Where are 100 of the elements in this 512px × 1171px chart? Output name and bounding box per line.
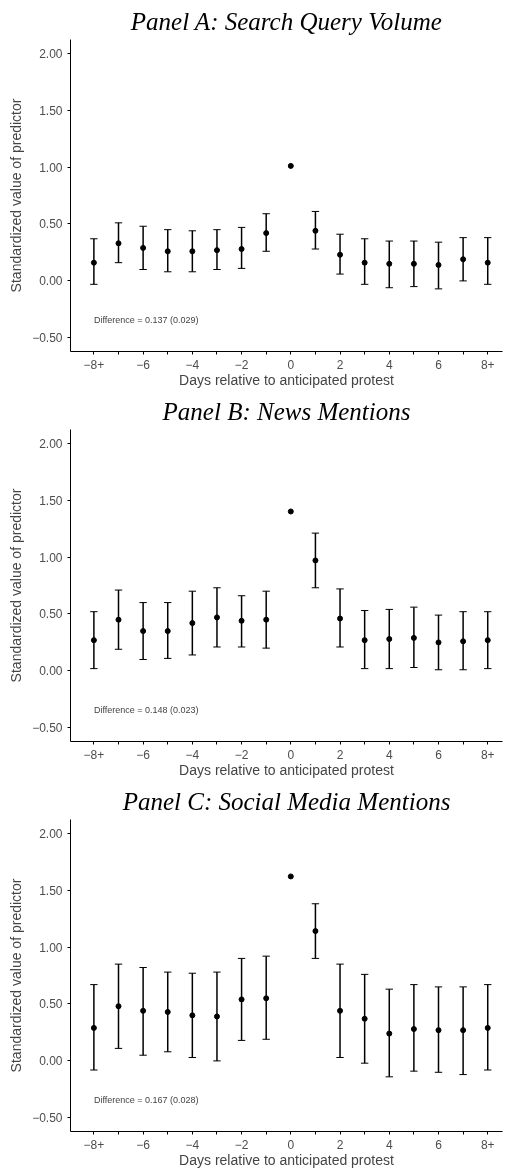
point [386, 260, 393, 267]
point [435, 639, 442, 646]
chart-title: Panel A: Search Query Volume [129, 7, 442, 35]
annotation: Difference = 0.167 (0.028) [93, 1095, 199, 1106]
y-tick-label: 1.00 [39, 550, 63, 565]
point [238, 617, 245, 624]
point [460, 638, 467, 645]
y-tick-label: −0.50 [32, 721, 63, 736]
x-tick-label: 8+ [480, 357, 495, 372]
y-tick-label: 0.50 [39, 997, 63, 1012]
x-tick-label: 8+ [480, 1137, 495, 1152]
x-axis-title: Days relative to anticipated protest [179, 1151, 394, 1168]
point [386, 636, 393, 643]
annotation: Difference = 0.137 (0.029) [93, 315, 199, 326]
point [361, 637, 368, 644]
x-tick-label: −4 [185, 1137, 200, 1152]
point [213, 1013, 220, 1020]
point [460, 256, 467, 263]
point [189, 620, 196, 627]
point [484, 259, 491, 266]
point [263, 995, 270, 1002]
x-tick-label: −6 [136, 357, 151, 372]
point [90, 1024, 97, 1031]
x-tick-label: 0 [287, 747, 295, 762]
y-tick-label: 1.00 [39, 160, 63, 175]
annotation: Difference = 0.148 (0.023) [93, 705, 199, 716]
x-tick-label: −8+ [83, 747, 105, 762]
point [238, 996, 245, 1003]
x-tick-label: 0 [287, 357, 295, 372]
y-tick-label: 0.00 [39, 274, 63, 289]
point [361, 259, 368, 266]
y-axis-title: Standardized value of predictor [8, 878, 25, 1073]
point [238, 246, 245, 253]
chart-title: Panel C: Social Media Mentions [121, 787, 451, 815]
point [189, 248, 196, 255]
x-tick-label: 8+ [480, 747, 495, 762]
point [263, 616, 270, 623]
x-tick-label: −6 [136, 1137, 151, 1152]
point [287, 162, 294, 169]
y-tick-label: 1.50 [39, 883, 63, 898]
point [361, 1015, 368, 1022]
x-tick-label: −8+ [83, 1137, 105, 1152]
x-tick-label: 4 [385, 1137, 393, 1152]
point [337, 1007, 344, 1014]
y-tick-label: 0.50 [39, 217, 63, 232]
x-tick-label: 2 [336, 747, 344, 762]
x-tick-label: 2 [336, 357, 344, 372]
y-tick-label: 2.00 [39, 826, 63, 841]
point [164, 1008, 171, 1015]
y-tick-label: 2.00 [39, 436, 63, 451]
x-tick-label: 6 [435, 747, 443, 762]
point [164, 248, 171, 255]
point [140, 244, 147, 251]
point [90, 259, 97, 266]
x-tick-label: −2 [234, 1137, 249, 1152]
y-axis-title: Standardized value of predictor [8, 488, 25, 683]
point [90, 637, 97, 644]
point [312, 928, 319, 935]
x-tick-label: 0 [287, 1137, 295, 1152]
point [435, 261, 442, 268]
y-tick-label: 1.50 [39, 103, 63, 118]
point [115, 616, 122, 623]
point [312, 557, 319, 564]
x-axis-title: Days relative to anticipated protest [179, 371, 394, 388]
point [213, 247, 220, 254]
point [287, 873, 294, 880]
x-tick-label: 6 [435, 1137, 443, 1152]
x-tick-label: 4 [385, 357, 393, 372]
point [164, 628, 171, 635]
point [213, 614, 220, 621]
chart-title: Panel B: News Mentions [161, 397, 411, 425]
y-tick-label: 2.00 [39, 46, 63, 61]
point [460, 1027, 467, 1034]
x-tick-label: −2 [234, 357, 249, 372]
point [410, 260, 417, 267]
y-tick-label: −0.50 [32, 331, 63, 346]
point [484, 637, 491, 644]
point [115, 240, 122, 247]
point [337, 251, 344, 258]
x-tick-label: −8+ [83, 357, 105, 372]
point [386, 1030, 393, 1037]
y-tick-label: 0.50 [39, 607, 63, 622]
point [140, 1007, 147, 1014]
point [287, 508, 294, 515]
y-tick-label: 1.50 [39, 493, 63, 508]
x-tick-label: 2 [336, 1137, 344, 1152]
point [312, 227, 319, 234]
y-tick-label: 0.00 [39, 664, 63, 679]
x-tick-label: 4 [385, 747, 393, 762]
point [263, 230, 270, 237]
y-tick-label: 1.00 [39, 940, 63, 955]
point [435, 1027, 442, 1034]
x-tick-label: −2 [234, 747, 249, 762]
point [484, 1024, 491, 1031]
point [410, 634, 417, 641]
point [337, 615, 344, 622]
y-tick-label: 0.00 [39, 1054, 63, 1069]
y-axis-title: Standardized value of predictor [8, 98, 25, 293]
y-tick-label: −0.50 [32, 1111, 63, 1126]
point [189, 1012, 196, 1019]
